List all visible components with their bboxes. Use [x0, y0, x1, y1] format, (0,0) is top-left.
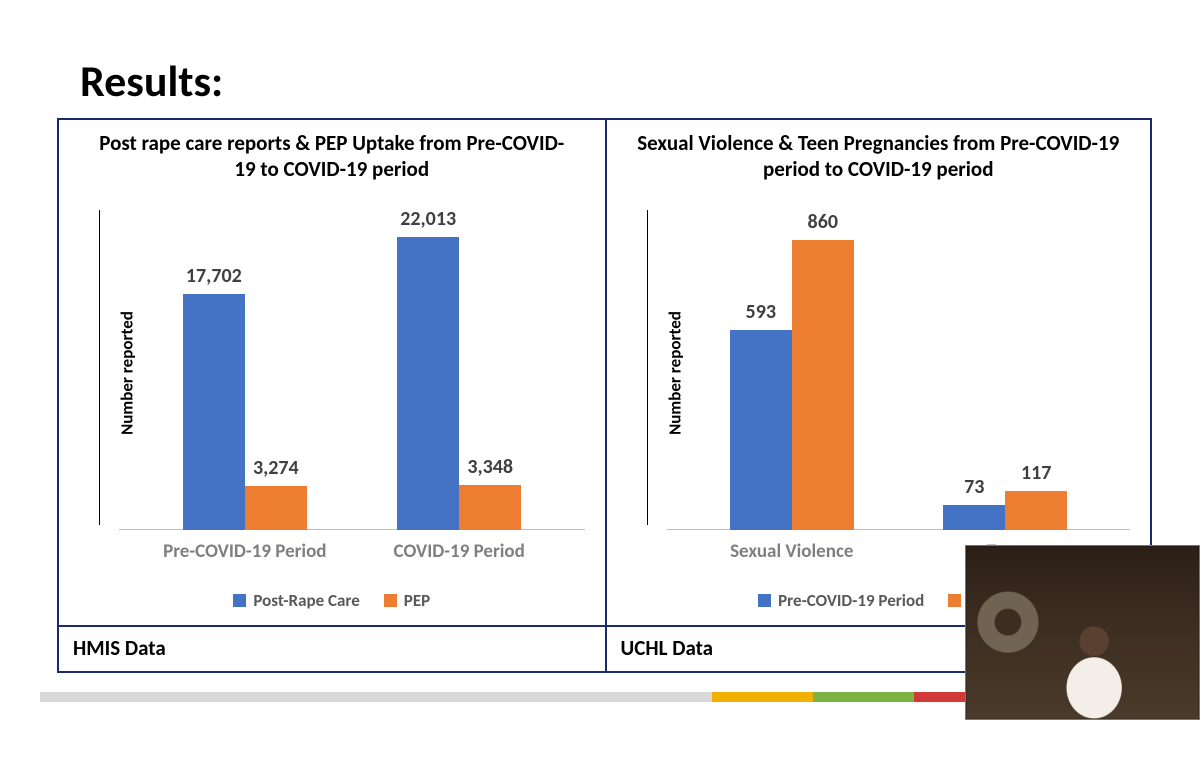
webcam-overlay — [965, 545, 1200, 720]
bar-value-label: 117 — [1021, 461, 1051, 485]
legend-swatch — [758, 594, 771, 607]
left-plot: 17,7023,274Pre-COVID-19 Period22,0133,34… — [119, 210, 585, 530]
legend-item: Pre-COVID-19 Period — [758, 590, 924, 611]
left-legend: Post-Rape Care PEP — [59, 590, 605, 611]
bar: 3,348 — [459, 485, 521, 530]
color-strip-segment — [914, 692, 970, 702]
left-chart-area: Post rape care reports & PEP Uptake from… — [59, 120, 605, 625]
bar-value-label: 593 — [746, 300, 776, 324]
bar-value-label: 860 — [808, 210, 838, 234]
bar: 17,702 — [183, 294, 245, 530]
color-strip-segment — [813, 692, 914, 702]
group-label: COVID-19 Period — [394, 540, 525, 563]
right-yaxis-line — [647, 210, 648, 525]
legend-swatch — [384, 594, 397, 607]
legend-item: PEP — [384, 590, 430, 611]
color-strip-segment — [712, 692, 813, 702]
legend-item: Post-Rape Care — [233, 590, 359, 611]
left-yaxis-line — [99, 210, 100, 525]
bar: 117 — [1005, 491, 1067, 530]
group-label: Sexual Violence — [730, 540, 853, 563]
right-plot: 593860Sexual Violence 73117Teen — [667, 210, 1131, 530]
bar: 73 — [943, 505, 1005, 530]
group-label: Pre-COVID-19 Period — [163, 540, 326, 563]
left-panel: Post rape care reports & PEP Uptake from… — [59, 120, 605, 671]
bar: 860 — [792, 240, 854, 530]
bar-value-label: 22,013 — [400, 207, 456, 231]
bar: 593 — [730, 330, 792, 530]
slide: Results: Post rape care reports & PEP Up… — [0, 0, 1200, 780]
left-footer: HMIS Data — [59, 625, 605, 671]
bar: 3,274 — [245, 486, 307, 530]
bar-value-label: 3,274 — [253, 456, 299, 480]
legend-label: Post-Rape Care — [253, 590, 359, 611]
bar: 22,013 — [397, 237, 459, 531]
bar-group: 22,0133,348COVID-19 Period — [397, 237, 521, 531]
bar-value-label: 3,348 — [467, 455, 513, 479]
bar-group: 17,7023,274Pre-COVID-19 Period — [183, 294, 307, 530]
bar-value-label: 17,702 — [186, 264, 242, 288]
legend-label: Pre-COVID-19 Period — [778, 590, 924, 611]
legend-label: PEP — [404, 590, 430, 611]
slide-title: Results: — [80, 54, 223, 108]
legend-swatch — [233, 594, 246, 607]
bar-group: 73117Teen — [943, 491, 1067, 530]
right-chart-title: Sexual Violence & Teen Pregnancies from … — [607, 130, 1151, 183]
bar-value-label: 73 — [964, 475, 984, 499]
color-strip-segment — [40, 692, 712, 702]
bar-group: 593860Sexual Violence — [730, 240, 854, 530]
left-chart-title: Post rape care reports & PEP Uptake from… — [59, 130, 605, 183]
legend-swatch — [948, 594, 961, 607]
